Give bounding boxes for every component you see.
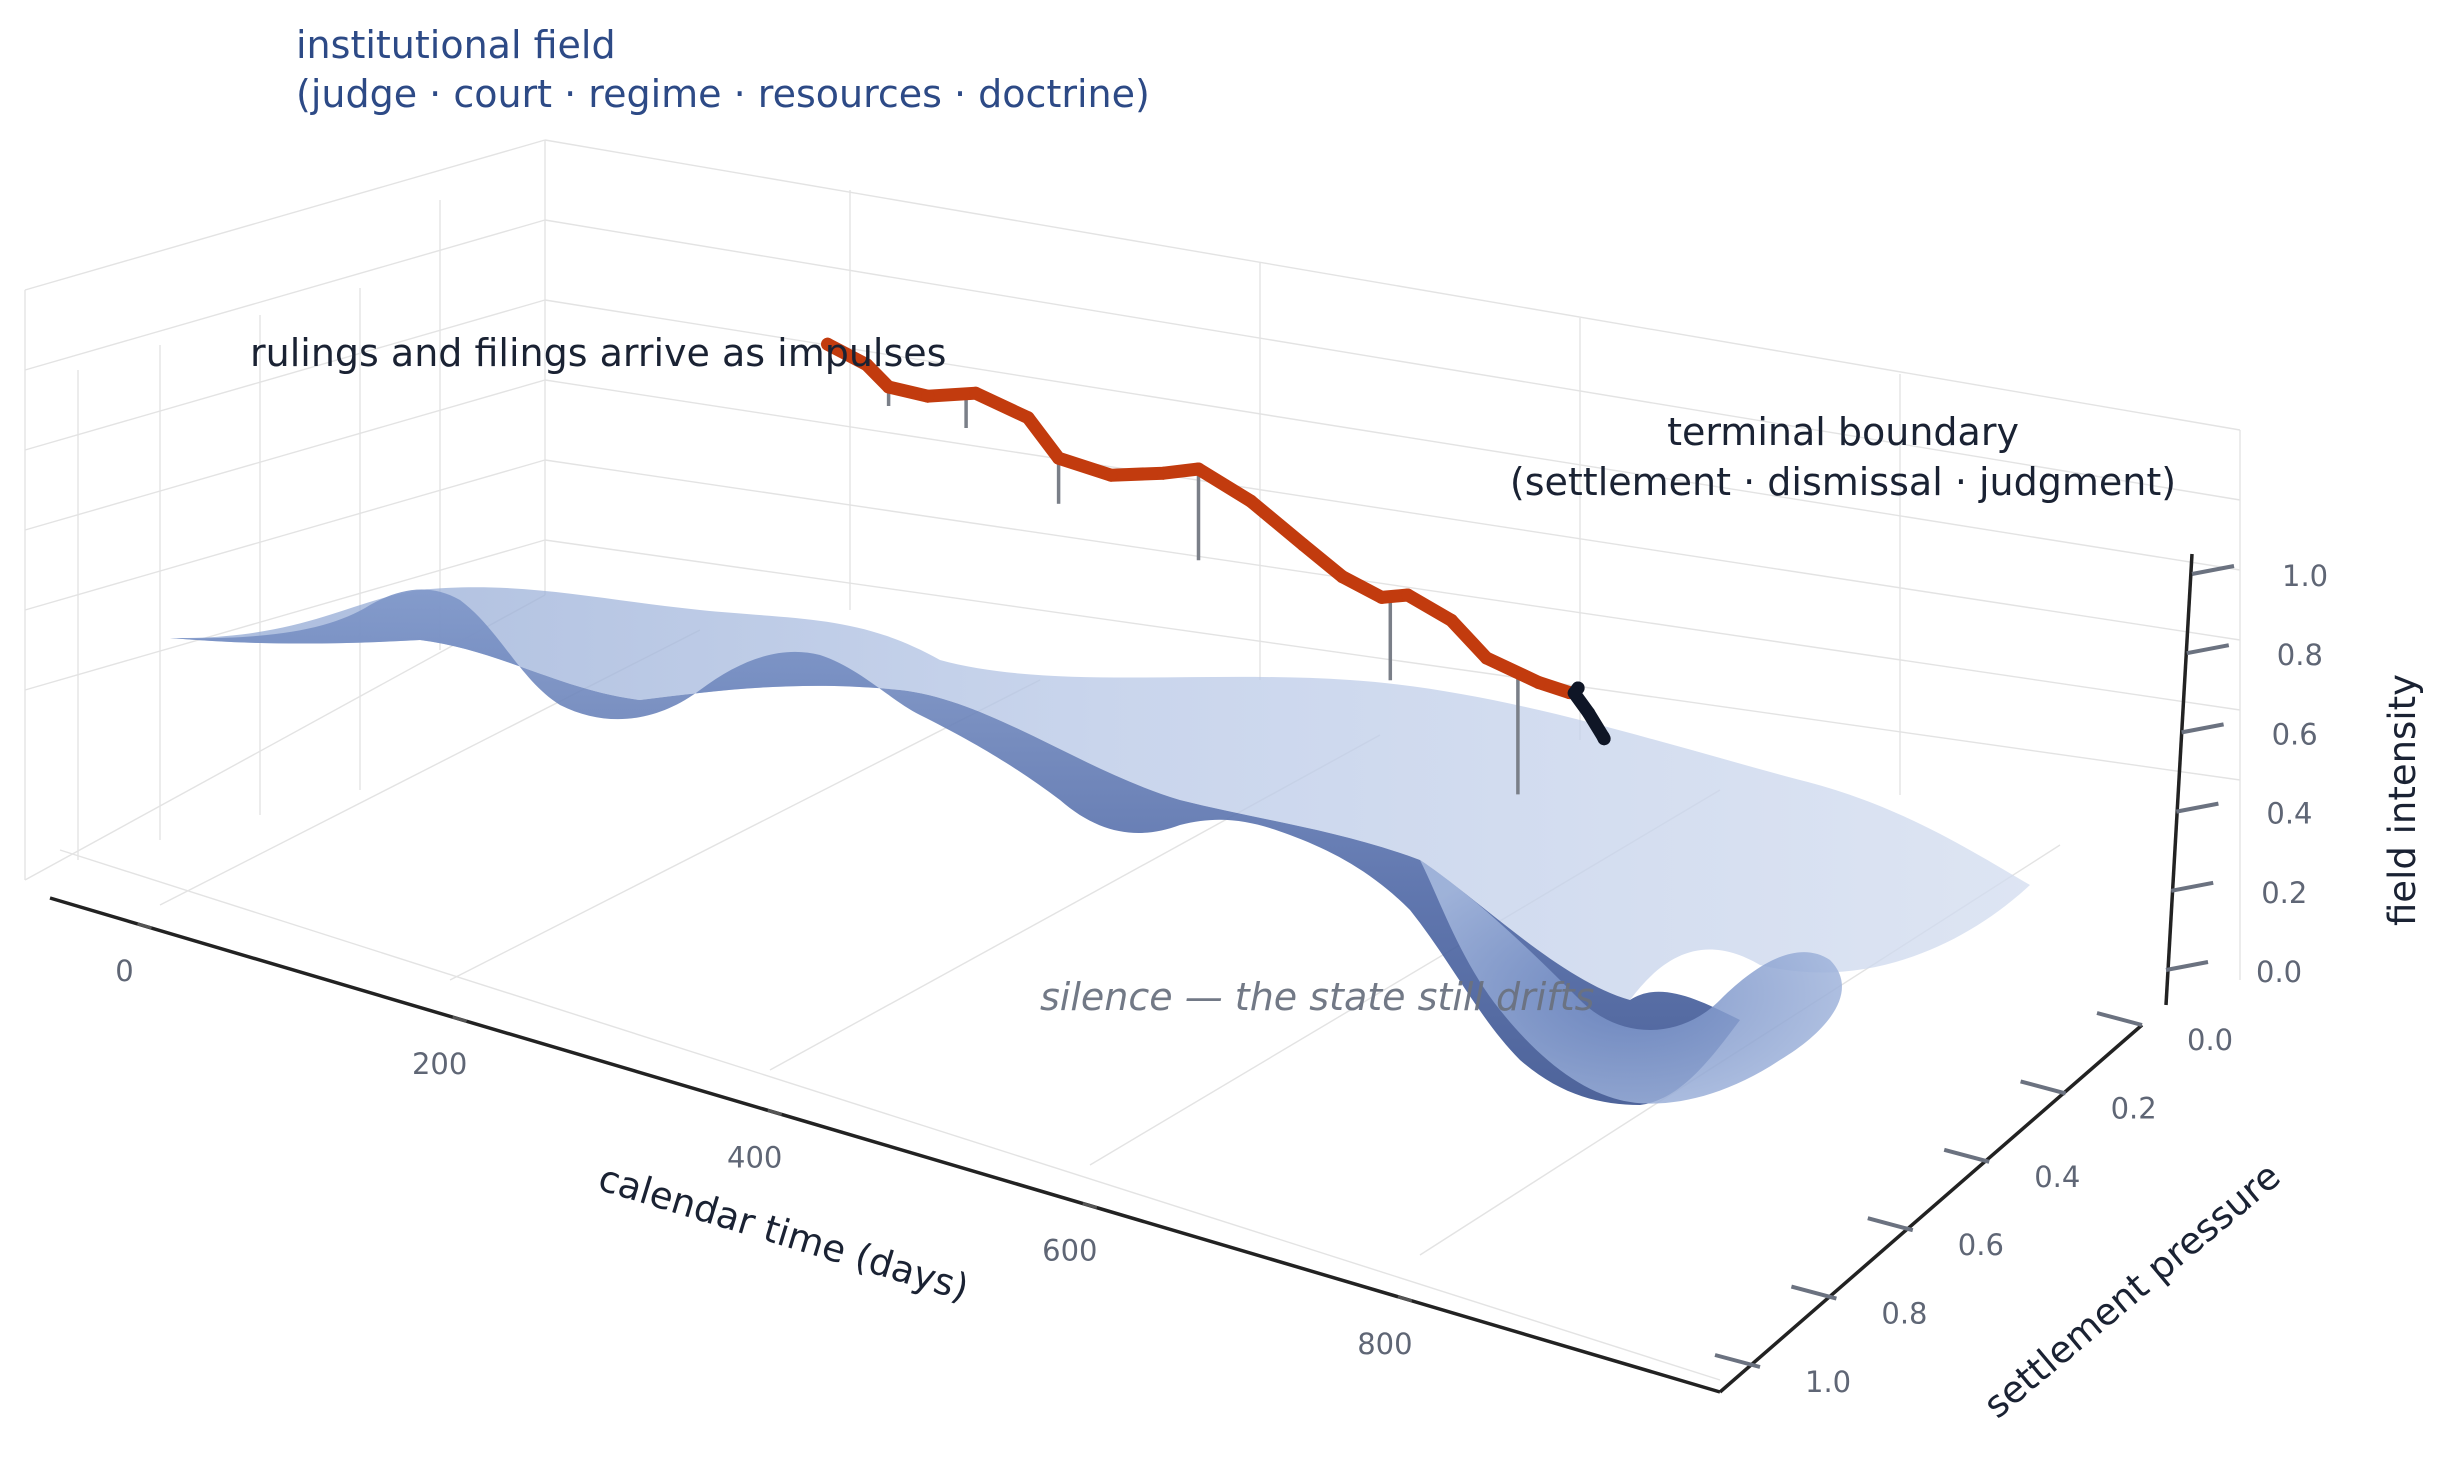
x-tick-label: 800 — [1357, 1327, 1412, 1361]
trajectory-line-point — [1104, 468, 1118, 482]
x-tick-label: 600 — [1042, 1234, 1097, 1268]
y-tick-mark — [2020, 1079, 2067, 1096]
x-tick-mark — [137, 922, 152, 930]
x-axis-line — [49, 896, 1721, 1394]
y-tick-mark — [2096, 1011, 2143, 1027]
y-tick-label: 0.0 — [2187, 1023, 2233, 1057]
terminal-path-line-point — [1597, 732, 1611, 746]
x-tick-label: 400 — [727, 1140, 782, 1174]
z-tick-mark — [2170, 880, 2214, 893]
trajectory-line-point — [969, 386, 983, 400]
axes — [49, 553, 2194, 1394]
z-tick-mark — [2176, 801, 2219, 814]
y-axis-label: settlement pressure — [1975, 1154, 2288, 1426]
x-tick-mark — [1082, 1202, 1098, 1210]
surface-terminal-basin — [1420, 860, 1842, 1104]
z-tick-label: 0.2 — [2261, 876, 2307, 910]
x-tick-mark — [1397, 1295, 1413, 1303]
trajectory-line-point — [1296, 538, 1310, 552]
x-tick-label: 0 — [115, 954, 133, 988]
chart-title-line-1: institutional field — [296, 23, 616, 67]
trajectory-layer — [821, 337, 1611, 746]
z-tick-label: 0.0 — [2256, 955, 2302, 989]
terminal-path-line-point — [1582, 706, 1596, 720]
y-tick-label: 0.6 — [1958, 1228, 2004, 1262]
y-tick-mark — [1714, 1353, 1761, 1369]
trajectory-line-point — [1532, 676, 1546, 690]
trajectory-line-point — [1052, 451, 1066, 465]
boundary-annotation-line-1: terminal boundary — [1667, 410, 2019, 454]
surface-back-sheet — [170, 587, 2030, 1000]
z-axis-line — [2164, 553, 2194, 1006]
y-tick-mark — [1790, 1284, 1837, 1301]
chart-title-line-2: (judge · court · regime · resources · do… — [296, 72, 1150, 116]
y-tick-mark — [1867, 1216, 1914, 1233]
y-axis-ticks: 0.0 0.2 0.4 0.6 0.8 1.0 — [1714, 1011, 2233, 1399]
trajectory-line-point — [1444, 613, 1458, 627]
back-wall-grid — [24, 139, 2241, 1381]
x-tick-mark — [452, 1015, 468, 1023]
y-axis-line — [1718, 1023, 2144, 1394]
trajectory-line-point — [921, 389, 935, 403]
z-tick-mark — [2165, 960, 2209, 972]
y-tick-label: 0.2 — [2111, 1091, 2157, 1125]
y-tick-label: 0.8 — [1881, 1297, 1927, 1331]
trajectory-line-point — [1244, 494, 1258, 508]
trajectory-line-point — [1401, 588, 1415, 602]
z-tick-label: 0.8 — [2277, 638, 2323, 672]
x-axis-ticks: 0 200 400 600 800 — [115, 922, 1413, 1361]
trajectory-line-point — [1336, 570, 1349, 584]
z-tick-mark — [2186, 643, 2230, 656]
y-tick-label: 1.0 — [1805, 1365, 1851, 1399]
z-tick-mark — [2181, 722, 2224, 735]
z-tick-label: 0.6 — [2272, 717, 2318, 751]
trajectory-line-point — [1192, 462, 1205, 476]
z-axis-ticks: 0.0 0.2 0.4 0.6 0.8 1.0 — [2165, 559, 2328, 989]
impulses-annotation: rulings and filings arrive as impulses — [250, 331, 946, 375]
trajectory-line-point — [860, 358, 874, 372]
x-axis-label: calendar time (days) — [594, 1156, 974, 1309]
trajectory-line-point — [1021, 411, 1035, 425]
x-tick-label: 200 — [412, 1047, 467, 1081]
trajectory-line-point — [1375, 590, 1389, 604]
trajectory-line-point — [1480, 651, 1493, 665]
terminal-path-line-point — [1567, 686, 1581, 700]
boundary-annotation-line-2: (settlement · dismissal · judgment) — [1510, 460, 2176, 504]
impulse-markers — [886, 387, 1520, 795]
x-tick-mark — [767, 1108, 783, 1116]
trajectory-line-point — [882, 380, 896, 394]
field-surface — [170, 587, 2030, 1105]
y-tick-label: 0.4 — [2034, 1160, 2080, 1194]
z-tick-mark — [2191, 564, 2235, 576]
trajectory-line-point — [1156, 466, 1170, 480]
z-tick-label: 0.4 — [2266, 797, 2312, 831]
z-tick-label: 1.0 — [2282, 559, 2328, 593]
y-tick-mark — [1943, 1147, 1990, 1164]
trajectory-line-point — [821, 337, 835, 351]
silence-annotation: silence — the state still drifts — [1040, 975, 1594, 1019]
z-axis-label: field intensity — [2381, 674, 2424, 926]
